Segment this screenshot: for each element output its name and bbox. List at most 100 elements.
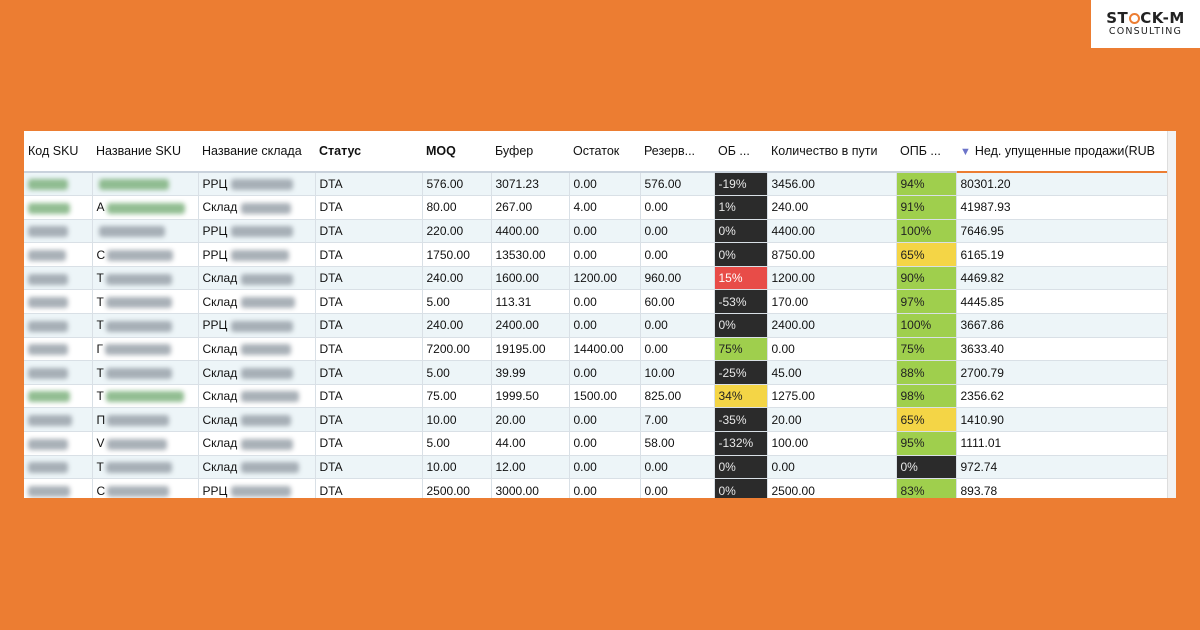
stock-cell[interactable]: 0.00 [569, 360, 641, 385]
in-transit-cell[interactable]: 1275.00 [767, 384, 897, 409]
buffer-cell[interactable]: 3071.23 [491, 172, 570, 197]
buffer-cell[interactable]: 20.00 [491, 407, 570, 433]
opb-cell[interactable]: 88% [896, 360, 957, 385]
table-row[interactable]: П Склад DTA 10.00 20.00 0.00 7.00 -35% 20.00 65% 1… [24, 407, 1176, 433]
lost-sales-cell[interactable]: 972.74 [956, 455, 1176, 480]
moq-cell[interactable]: 576.00 [422, 172, 492, 197]
reserve-cell[interactable]: 0.00 [640, 313, 715, 338]
stock-cell[interactable]: 0.00 [569, 478, 641, 498]
reserve-cell[interactable]: 0.00 [640, 242, 715, 267]
lost-sales-cell[interactable]: 893.78 [956, 478, 1176, 498]
status-cell[interactable]: DTA [315, 289, 423, 315]
lost-sales-cell[interactable]: 3633.40 [956, 337, 1176, 362]
in-transit-cell[interactable]: 8750.00 [767, 242, 897, 267]
reserve-cell[interactable]: 0.00 [640, 195, 715, 220]
sku-name-cell[interactable]: Т [92, 360, 199, 385]
warehouse-cell[interactable]: РРЦ [198, 478, 316, 498]
ob-cell[interactable]: 34% [714, 384, 768, 409]
sku-code-cell[interactable] [24, 478, 93, 498]
col-header-in-transit[interactable]: Количество в пути [767, 131, 896, 173]
opb-cell[interactable]: 94% [896, 172, 957, 197]
sort-desc-icon[interactable]: ▼ [960, 146, 971, 158]
buffer-cell[interactable]: 19195.00 [491, 337, 570, 362]
reserve-cell[interactable]: 0.00 [640, 219, 715, 244]
in-transit-cell[interactable]: 3456.00 [767, 172, 897, 197]
buffer-cell[interactable]: 13530.00 [491, 242, 570, 267]
table-row[interactable]: Т Склад DTA 5.00 113.31 0.00 60.00 -53% 170.00 97… [24, 289, 1176, 315]
ob-cell[interactable]: 0% [714, 478, 768, 498]
stock-cell[interactable]: 1500.00 [569, 384, 641, 409]
table-row[interactable]: V Склад DTA 5.00 44.00 0.00 58.00 -132% 100.00 95… [24, 431, 1176, 456]
opb-cell[interactable]: 75% [896, 337, 957, 362]
col-header-sku-code[interactable]: Код SKU [24, 131, 92, 173]
ob-cell[interactable]: 0% [714, 313, 768, 338]
opb-cell[interactable]: 83% [896, 478, 957, 498]
col-header-opb[interactable]: ОПБ ... [896, 131, 956, 173]
lost-sales-cell[interactable]: 2356.62 [956, 384, 1176, 409]
moq-cell[interactable]: 240.00 [422, 266, 492, 291]
stock-cell[interactable]: 0.00 [569, 407, 641, 433]
sku-code-cell[interactable] [24, 337, 93, 362]
sku-code-cell[interactable] [24, 407, 93, 433]
moq-cell[interactable]: 5.00 [422, 360, 492, 385]
in-transit-cell[interactable]: 0.00 [767, 455, 897, 480]
stock-cell[interactable]: 0.00 [569, 242, 641, 267]
moq-cell[interactable]: 80.00 [422, 195, 492, 220]
reserve-cell[interactable]: 60.00 [640, 289, 715, 315]
lost-sales-cell[interactable]: 1111.01 [956, 431, 1176, 456]
sku-code-cell[interactable] [24, 172, 93, 197]
stock-cell[interactable]: 0.00 [569, 431, 641, 456]
sku-code-cell[interactable] [24, 266, 93, 291]
buffer-cell[interactable]: 2400.00 [491, 313, 570, 338]
ob-cell[interactable]: -19% [714, 172, 768, 197]
ob-cell[interactable]: -25% [714, 360, 768, 385]
moq-cell[interactable]: 1750.00 [422, 242, 492, 267]
status-cell[interactable]: DTA [315, 266, 423, 291]
reserve-cell[interactable]: 960.00 [640, 266, 715, 291]
ob-cell[interactable]: -132% [714, 431, 768, 456]
sku-code-cell[interactable] [24, 360, 93, 385]
opb-cell[interactable]: 65% [896, 242, 957, 267]
table-row[interactable]: Т Склад DTA 5.00 39.99 0.00 10.00 -25% 45.00 88% 2… [24, 360, 1176, 385]
sku-name-cell[interactable]: Т [92, 266, 199, 291]
reserve-cell[interactable]: 0.00 [640, 478, 715, 498]
ob-cell[interactable]: -53% [714, 289, 768, 315]
buffer-cell[interactable]: 4400.00 [491, 219, 570, 244]
warehouse-cell[interactable]: Склад [198, 407, 316, 433]
status-cell[interactable]: DTA [315, 384, 423, 409]
lost-sales-cell[interactable]: 4469.82 [956, 266, 1176, 291]
in-transit-cell[interactable]: 100.00 [767, 431, 897, 456]
stock-cell[interactable]: 0.00 [569, 313, 641, 338]
sku-code-cell[interactable] [24, 289, 93, 315]
in-transit-cell[interactable]: 0.00 [767, 337, 897, 362]
in-transit-cell[interactable]: 240.00 [767, 195, 897, 220]
sku-code-cell[interactable] [24, 219, 93, 244]
sku-code-cell[interactable] [24, 242, 93, 267]
col-header-warehouse[interactable]: Название склада [198, 131, 315, 173]
col-header-ob[interactable]: ОБ ... [714, 131, 767, 173]
lost-sales-cell[interactable]: 4445.85 [956, 289, 1176, 315]
opb-cell[interactable]: 95% [896, 431, 957, 456]
reserve-cell[interactable]: 825.00 [640, 384, 715, 409]
table-row[interactable]: Т РРЦ DTA 240.00 2400.00 0.00 0.00 0% 2400.00 100… [24, 313, 1176, 338]
in-transit-cell[interactable]: 170.00 [767, 289, 897, 315]
opb-cell[interactable]: 100% [896, 313, 957, 338]
buffer-cell[interactable]: 113.31 [491, 289, 570, 315]
table-row[interactable]: РРЦ DTA 220.00 4400.00 0.00 0.00 0% 4400.00 100%… [24, 219, 1176, 244]
stock-cell[interactable]: 0.00 [569, 219, 641, 244]
sku-code-cell[interactable] [24, 431, 93, 456]
ob-cell[interactable]: -35% [714, 407, 768, 433]
warehouse-cell[interactable]: Склад [198, 455, 316, 480]
stock-cell[interactable]: 0.00 [569, 289, 641, 315]
lost-sales-cell[interactable]: 2700.79 [956, 360, 1176, 385]
warehouse-cell[interactable]: РРЦ [198, 219, 316, 244]
lost-sales-cell[interactable]: 80301.20 [956, 172, 1176, 197]
reserve-cell[interactable]: 58.00 [640, 431, 715, 456]
col-header-reserve[interactable]: Резерв... [640, 131, 714, 173]
warehouse-cell[interactable]: РРЦ [198, 172, 316, 197]
status-cell[interactable]: DTA [315, 360, 423, 385]
ob-cell[interactable]: 1% [714, 195, 768, 220]
sku-name-cell[interactable] [92, 172, 199, 197]
reserve-cell[interactable]: 576.00 [640, 172, 715, 197]
buffer-cell[interactable]: 267.00 [491, 195, 570, 220]
